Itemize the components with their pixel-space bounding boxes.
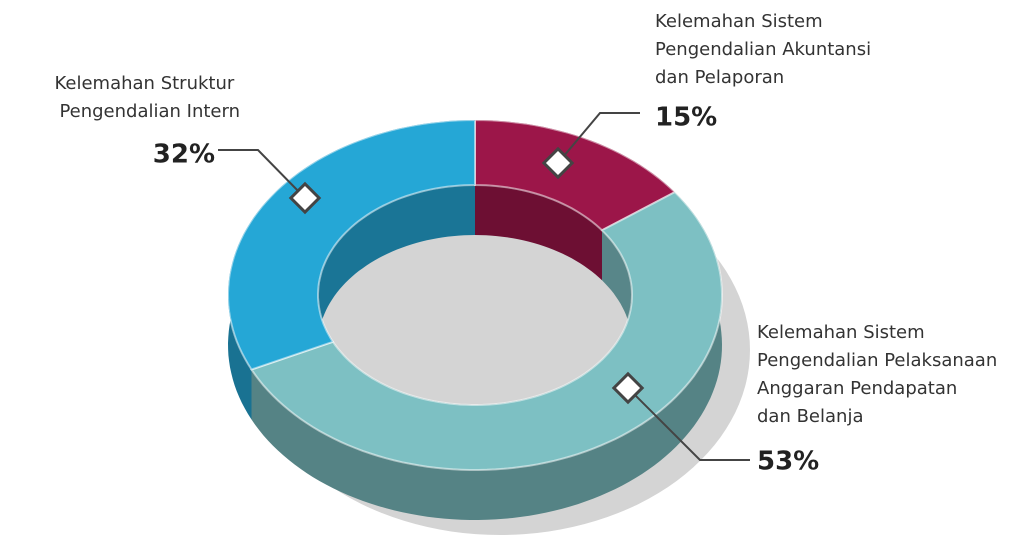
category-label: Kelemahan Sistem Pengendalian Akuntansi …: [655, 11, 877, 88]
value-label: 15%: [655, 103, 717, 133]
marker: [288, 181, 322, 215]
category-label: Kelemahan Struktur Pengendalian Intern: [55, 73, 241, 122]
inner-wall: [318, 185, 475, 392]
category-label: Kelemahan Sistem Pengendalian Pelaksanaa…: [757, 322, 1003, 427]
leader-line: [557, 112, 640, 164]
leader-line: [218, 149, 306, 199]
leader-line: [627, 387, 750, 461]
value-label: 32%: [153, 140, 215, 170]
inner-wall: [475, 185, 602, 281]
value-label: 53%: [757, 447, 819, 477]
marker: [541, 146, 575, 180]
marker: [611, 371, 645, 405]
